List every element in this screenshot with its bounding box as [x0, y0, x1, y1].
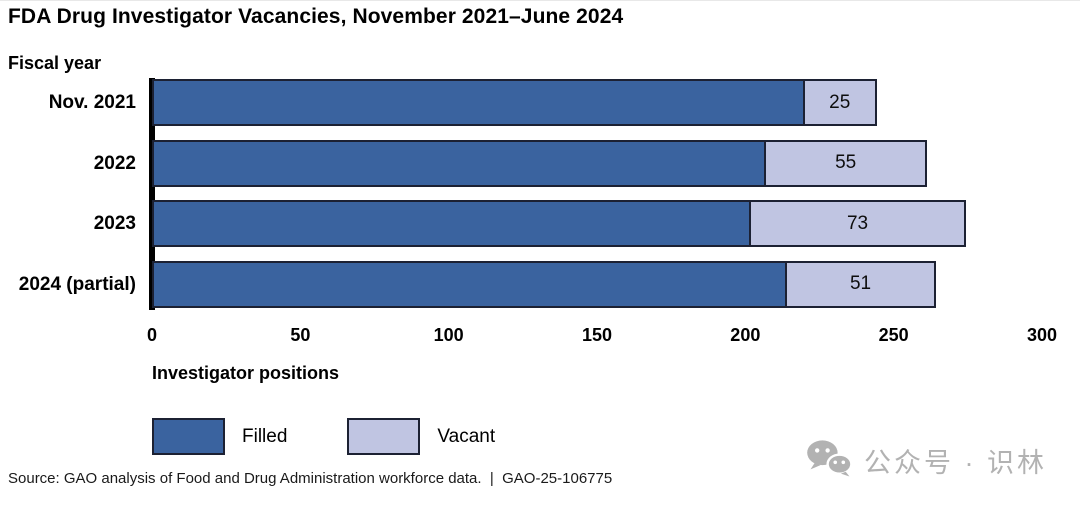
bar-vacant-segment: 25 — [802, 79, 877, 126]
legend-swatch-vacant — [347, 418, 421, 455]
legend-label: Filled — [242, 425, 288, 447]
stacked-bar: 73 — [152, 200, 1042, 247]
stacked-bar: 25 — [152, 79, 1042, 126]
legend: Filled Vacant — [152, 418, 495, 455]
bar-filled-segment — [152, 139, 767, 187]
stacked-bar: 51 — [152, 260, 1042, 308]
bar-row-nov-2021: Nov. 2021 25 — [49, 79, 1042, 126]
chart-title: FDA Drug Investigator Vacancies, Novembe… — [8, 5, 624, 28]
x-tick-label: 100 — [433, 325, 464, 345]
vacant-value-label: 25 — [829, 91, 851, 113]
watermark: 公众号 · 识林 — [806, 439, 1047, 482]
x-axis-title: Investigator positions — [152, 363, 340, 383]
source-note: Source: GAO analysis of Food and Drug Ad… — [8, 470, 613, 487]
vacant-value-label: 55 — [835, 152, 857, 173]
legend-item-filled: Filled — [152, 418, 287, 455]
bar-filled-segment — [152, 260, 787, 308]
x-axis-ticks: 0 50 100 150 200 250 300 — [147, 325, 1057, 351]
watermark-text: 公众号 · 识林 — [864, 448, 1047, 478]
x-tick-label: 150 — [581, 325, 613, 345]
y-axis-line — [149, 78, 155, 310]
x-tick-label: 250 — [878, 325, 909, 345]
wechat-icon — [806, 439, 854, 482]
plot-area: Nov. 2021 25 2022 55 2023 73 2024 (parti… — [19, 78, 1042, 310]
bar-vacant-segment: 73 — [749, 200, 966, 247]
legend-item-vacant: Vacant — [347, 418, 495, 455]
y-axis-heading: Fiscal year — [8, 53, 102, 73]
x-tick-label: 0 — [146, 325, 158, 345]
category-label: Nov. 2021 — [48, 92, 136, 113]
x-tick-label: 200 — [730, 325, 761, 345]
bar-row-2022: 2022 55 — [94, 139, 1042, 187]
bar-filled-segment — [152, 200, 752, 247]
bar-row-2024-partial: 2024 (partial) 51 — [19, 260, 1042, 308]
vacant-value-label: 51 — [849, 273, 872, 294]
stacked-bar: 55 — [152, 139, 1042, 187]
vacant-value-label: 73 — [846, 212, 869, 234]
legend-label: Vacant — [437, 425, 496, 447]
x-tick-label: 300 — [1026, 325, 1058, 345]
bar-row-2023: 2023 73 — [94, 200, 1042, 247]
category-label: 2024 (partial) — [18, 273, 136, 295]
x-tick-label: 50 — [290, 325, 311, 345]
bar-filled-segment — [152, 79, 805, 126]
legend-swatch-filled — [152, 418, 225, 455]
category-label: 2023 — [93, 213, 136, 234]
category-label: 2022 — [93, 152, 136, 174]
bar-vacant-segment: 51 — [784, 260, 937, 308]
bar-vacant-segment: 55 — [764, 139, 928, 187]
